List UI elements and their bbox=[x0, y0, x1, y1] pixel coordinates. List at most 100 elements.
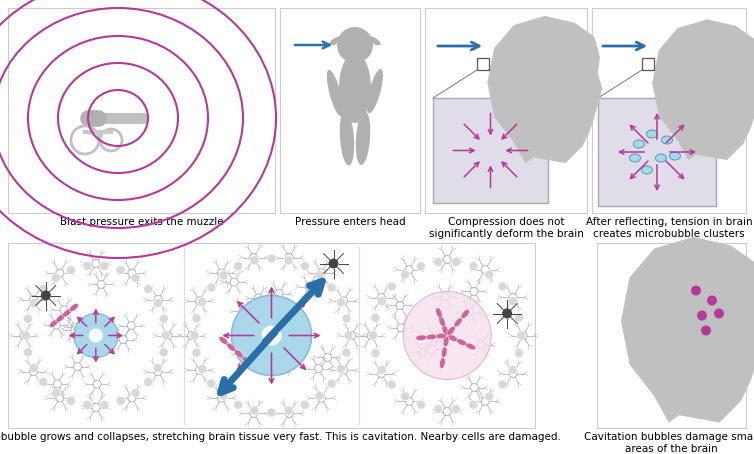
Circle shape bbox=[315, 271, 324, 280]
Circle shape bbox=[29, 367, 38, 375]
Circle shape bbox=[234, 262, 243, 271]
Circle shape bbox=[477, 341, 486, 349]
Circle shape bbox=[405, 266, 413, 274]
Circle shape bbox=[73, 363, 81, 370]
Circle shape bbox=[514, 349, 523, 358]
Circle shape bbox=[707, 296, 717, 306]
Polygon shape bbox=[487, 16, 602, 163]
Circle shape bbox=[400, 392, 409, 401]
Ellipse shape bbox=[447, 335, 458, 341]
Circle shape bbox=[51, 389, 60, 398]
Circle shape bbox=[481, 266, 489, 274]
Circle shape bbox=[89, 329, 103, 342]
Circle shape bbox=[300, 262, 309, 271]
Circle shape bbox=[231, 296, 311, 375]
Ellipse shape bbox=[234, 350, 244, 358]
Bar bbox=[597, 243, 746, 428]
Ellipse shape bbox=[466, 343, 476, 350]
Text: Pressure enters head: Pressure enters head bbox=[295, 217, 406, 227]
Circle shape bbox=[258, 347, 266, 355]
Circle shape bbox=[93, 380, 101, 388]
Circle shape bbox=[509, 370, 517, 377]
Circle shape bbox=[100, 262, 109, 271]
Ellipse shape bbox=[63, 309, 72, 317]
Ellipse shape bbox=[436, 333, 446, 339]
Ellipse shape bbox=[367, 69, 383, 113]
Circle shape bbox=[250, 406, 259, 415]
Circle shape bbox=[470, 287, 478, 296]
Circle shape bbox=[514, 313, 523, 322]
Circle shape bbox=[188, 331, 195, 340]
Circle shape bbox=[314, 365, 323, 373]
Circle shape bbox=[377, 365, 386, 375]
Circle shape bbox=[520, 331, 527, 340]
Circle shape bbox=[267, 408, 276, 417]
Circle shape bbox=[250, 410, 258, 418]
Ellipse shape bbox=[339, 53, 371, 123]
Circle shape bbox=[39, 377, 48, 386]
Circle shape bbox=[329, 258, 339, 268]
Circle shape bbox=[416, 262, 425, 271]
Circle shape bbox=[267, 254, 276, 263]
Ellipse shape bbox=[356, 111, 370, 165]
Ellipse shape bbox=[661, 136, 673, 144]
Circle shape bbox=[144, 285, 153, 294]
Circle shape bbox=[192, 314, 201, 323]
Ellipse shape bbox=[461, 310, 469, 319]
Text: Cavitation bubbles damage small
areas of the brain: Cavitation bubbles damage small areas of… bbox=[584, 432, 754, 454]
Text: Blast pressure exits the muzzle: Blast pressure exits the muzzle bbox=[60, 217, 223, 227]
Circle shape bbox=[83, 400, 92, 410]
Bar bbox=[8, 8, 275, 213]
Circle shape bbox=[469, 400, 478, 409]
Circle shape bbox=[71, 326, 78, 335]
Ellipse shape bbox=[642, 166, 652, 174]
Ellipse shape bbox=[440, 358, 445, 369]
Circle shape bbox=[154, 367, 162, 375]
Circle shape bbox=[516, 331, 526, 340]
Ellipse shape bbox=[49, 320, 59, 327]
Circle shape bbox=[207, 283, 216, 292]
Circle shape bbox=[502, 309, 512, 319]
Circle shape bbox=[66, 266, 75, 275]
Circle shape bbox=[509, 293, 517, 301]
Circle shape bbox=[56, 394, 64, 402]
Circle shape bbox=[305, 282, 313, 291]
Circle shape bbox=[131, 389, 140, 398]
Circle shape bbox=[443, 256, 451, 263]
Circle shape bbox=[434, 257, 443, 266]
Circle shape bbox=[275, 290, 283, 297]
Circle shape bbox=[697, 311, 707, 321]
Text: Compression does not
significantly deform the brain: Compression does not significantly defor… bbox=[428, 217, 584, 239]
Circle shape bbox=[508, 296, 517, 306]
Circle shape bbox=[443, 408, 451, 415]
Circle shape bbox=[405, 397, 413, 405]
Circle shape bbox=[20, 331, 28, 340]
Circle shape bbox=[230, 278, 238, 286]
Ellipse shape bbox=[454, 318, 462, 327]
Circle shape bbox=[198, 365, 207, 373]
Circle shape bbox=[159, 348, 168, 357]
Circle shape bbox=[41, 291, 51, 301]
Ellipse shape bbox=[630, 154, 640, 162]
Circle shape bbox=[219, 391, 228, 400]
Ellipse shape bbox=[633, 140, 645, 148]
Circle shape bbox=[701, 326, 711, 336]
Ellipse shape bbox=[56, 314, 65, 322]
Ellipse shape bbox=[227, 343, 236, 351]
Circle shape bbox=[485, 270, 494, 279]
Circle shape bbox=[131, 273, 140, 282]
Circle shape bbox=[284, 256, 293, 265]
Circle shape bbox=[285, 253, 293, 262]
Circle shape bbox=[284, 406, 293, 415]
Circle shape bbox=[300, 400, 309, 410]
Circle shape bbox=[452, 405, 461, 414]
Circle shape bbox=[317, 394, 326, 402]
Circle shape bbox=[21, 331, 30, 340]
Circle shape bbox=[127, 322, 135, 330]
Circle shape bbox=[60, 306, 68, 314]
Circle shape bbox=[339, 366, 348, 374]
Circle shape bbox=[198, 297, 207, 306]
Bar bbox=[433, 98, 548, 203]
Circle shape bbox=[195, 366, 204, 374]
Ellipse shape bbox=[415, 335, 427, 340]
